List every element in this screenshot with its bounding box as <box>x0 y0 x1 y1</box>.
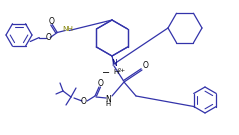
Text: +: + <box>119 68 125 72</box>
Text: O: O <box>48 17 54 26</box>
Text: H: H <box>113 69 119 75</box>
Text: O: O <box>98 80 103 89</box>
Text: NH: NH <box>62 26 73 32</box>
Text: H: H <box>105 102 111 107</box>
Text: O: O <box>81 97 87 105</box>
Text: N: N <box>111 60 117 68</box>
Text: O: O <box>45 33 51 42</box>
Text: O: O <box>143 62 149 70</box>
Text: N: N <box>105 95 111 104</box>
Text: −: − <box>102 68 110 78</box>
Text: 2: 2 <box>118 68 121 73</box>
